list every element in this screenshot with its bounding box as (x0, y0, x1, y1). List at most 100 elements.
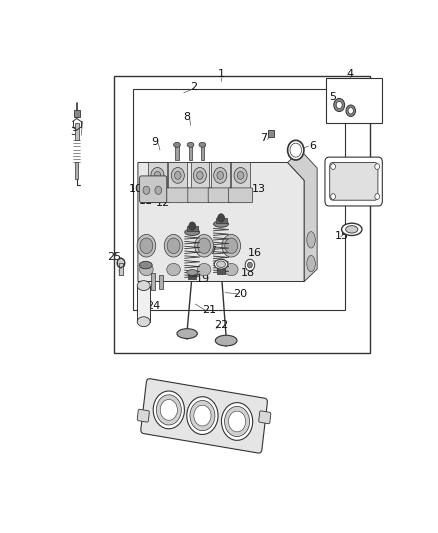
Ellipse shape (334, 99, 345, 111)
Ellipse shape (307, 255, 315, 272)
Bar (133, 88, 345, 310)
Ellipse shape (190, 400, 215, 431)
Ellipse shape (198, 238, 211, 254)
Ellipse shape (375, 193, 380, 199)
Polygon shape (288, 150, 317, 281)
Bar (119, 263, 123, 276)
Ellipse shape (156, 395, 181, 425)
Ellipse shape (167, 263, 180, 276)
Text: 20: 20 (233, 289, 247, 299)
Ellipse shape (214, 260, 228, 269)
Text: 8: 8 (184, 112, 191, 122)
Polygon shape (138, 163, 304, 281)
Circle shape (171, 167, 184, 183)
Ellipse shape (336, 101, 342, 109)
Bar (169, 163, 187, 191)
Bar (148, 163, 167, 191)
Circle shape (234, 167, 247, 183)
Bar (201, 145, 204, 160)
FancyBboxPatch shape (141, 378, 267, 453)
Text: 24: 24 (146, 301, 160, 311)
FancyBboxPatch shape (325, 157, 382, 206)
Text: 25: 25 (107, 252, 121, 262)
Ellipse shape (229, 411, 246, 432)
Bar (189, 145, 192, 160)
Ellipse shape (331, 164, 336, 169)
Bar (159, 275, 162, 289)
Ellipse shape (194, 405, 211, 426)
FancyBboxPatch shape (145, 188, 170, 203)
Ellipse shape (177, 329, 197, 338)
Ellipse shape (346, 105, 356, 117)
Circle shape (151, 167, 164, 183)
Ellipse shape (290, 143, 301, 157)
Ellipse shape (155, 186, 162, 195)
Ellipse shape (143, 186, 150, 195)
Bar (326, 78, 382, 124)
Circle shape (214, 167, 227, 183)
Ellipse shape (222, 235, 240, 257)
Text: 6: 6 (309, 141, 316, 151)
Ellipse shape (288, 140, 304, 160)
Ellipse shape (197, 263, 211, 276)
Ellipse shape (342, 223, 362, 236)
Ellipse shape (215, 335, 237, 346)
Text: 3: 3 (70, 127, 77, 136)
Text: 2: 2 (191, 82, 198, 92)
Circle shape (237, 172, 244, 179)
Bar (114, 76, 371, 353)
Text: 22: 22 (214, 320, 228, 329)
Text: 12: 12 (156, 198, 170, 208)
Ellipse shape (189, 222, 196, 230)
Text: 19: 19 (195, 274, 209, 285)
Text: 17: 17 (204, 246, 218, 256)
Ellipse shape (214, 221, 229, 227)
Bar (217, 268, 225, 274)
Ellipse shape (225, 406, 250, 437)
Bar (74, 110, 80, 117)
Ellipse shape (153, 391, 184, 429)
Ellipse shape (346, 225, 358, 233)
Ellipse shape (222, 402, 253, 440)
FancyBboxPatch shape (330, 163, 378, 200)
FancyBboxPatch shape (137, 409, 149, 422)
Circle shape (154, 172, 161, 179)
Ellipse shape (137, 281, 150, 290)
Circle shape (174, 172, 181, 179)
Ellipse shape (225, 263, 238, 276)
Ellipse shape (164, 235, 183, 257)
Ellipse shape (139, 261, 152, 269)
Ellipse shape (307, 232, 315, 248)
Circle shape (197, 172, 203, 179)
Ellipse shape (160, 400, 177, 421)
Text: 9: 9 (151, 137, 159, 147)
Text: 5: 5 (329, 92, 336, 102)
Ellipse shape (247, 262, 252, 268)
Bar (75, 124, 79, 140)
Bar (268, 131, 274, 137)
Text: 14: 14 (339, 186, 354, 196)
FancyBboxPatch shape (229, 188, 253, 203)
Text: 11: 11 (139, 197, 153, 206)
Ellipse shape (187, 270, 198, 276)
Bar (231, 163, 250, 191)
FancyBboxPatch shape (208, 188, 232, 203)
FancyBboxPatch shape (166, 188, 190, 203)
Bar (137, 286, 150, 322)
Ellipse shape (167, 238, 180, 254)
Ellipse shape (375, 164, 380, 169)
Text: 21: 21 (202, 305, 216, 315)
FancyBboxPatch shape (259, 411, 271, 424)
Bar (75, 163, 78, 179)
Bar (211, 163, 230, 191)
Bar (215, 218, 226, 223)
Ellipse shape (187, 142, 194, 147)
Ellipse shape (173, 142, 180, 147)
Ellipse shape (185, 229, 200, 236)
Bar (151, 273, 155, 290)
Ellipse shape (331, 193, 336, 199)
Bar (187, 226, 198, 231)
Text: 10: 10 (128, 184, 142, 194)
Text: 13: 13 (251, 184, 265, 194)
Ellipse shape (137, 317, 150, 327)
